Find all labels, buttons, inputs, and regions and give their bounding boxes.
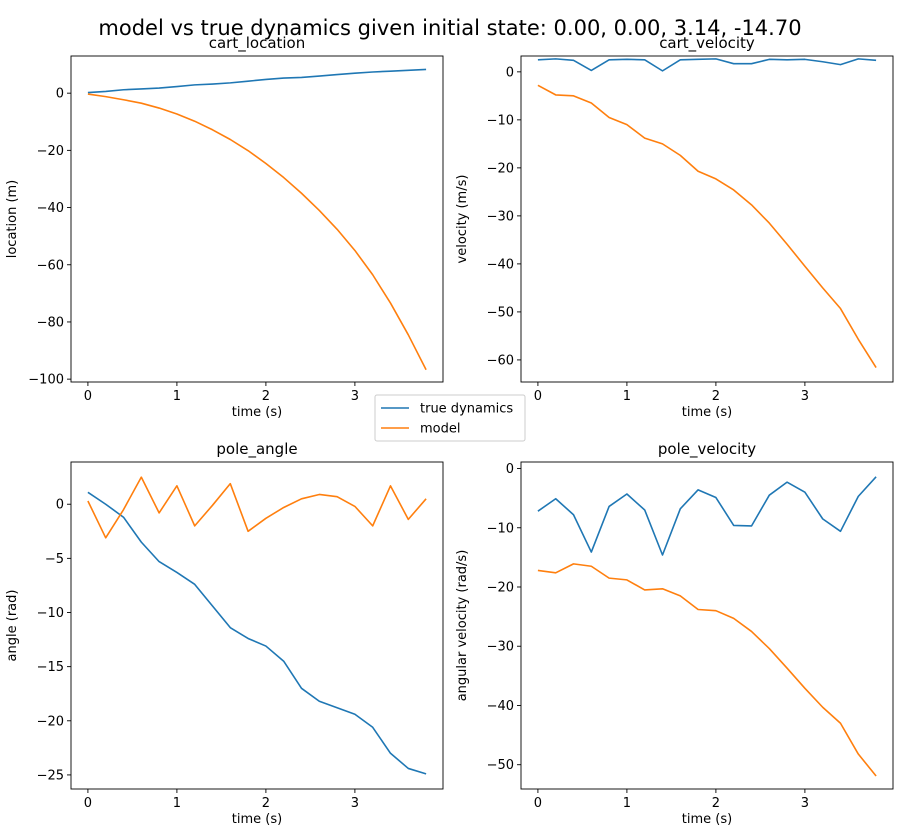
x-tick-label: 3 <box>351 796 359 811</box>
subplot-title: pole_velocity <box>658 440 756 459</box>
y-tick-label: −50 <box>487 758 514 773</box>
y-tick-label: −60 <box>487 353 514 368</box>
x-tick-label: 1 <box>173 389 181 404</box>
x-tick-label: 3 <box>801 796 809 811</box>
y-axis-label: angular velocity (rad/s) <box>455 550 470 702</box>
subplot-cart-velocity: 0 1 2 3 0 −10 −20 −30 −40 −50 −60 cart_velocitytime… <box>455 34 894 420</box>
series-line-model <box>537 563 877 777</box>
y-tick-label: −10 <box>487 521 514 536</box>
y-tick-label: −30 <box>487 640 514 655</box>
x-tick-label: 2 <box>262 796 270 811</box>
x-tick-label: 2 <box>262 389 270 404</box>
series-line-model <box>87 93 427 371</box>
x-tick-label: 0 <box>534 389 542 404</box>
series-line-true-dynamics <box>537 58 877 72</box>
y-axis-label: angle (rad) <box>5 590 20 662</box>
y-axis-label: velocity (m/s) <box>455 175 470 264</box>
x-axis-label: time (s) <box>682 812 732 827</box>
series-line-model <box>87 476 427 539</box>
series-line-true-dynamics <box>87 68 427 94</box>
y-tick-label: −15 <box>37 660 64 675</box>
y-tick-label: −50 <box>487 305 514 320</box>
axes-frame <box>520 461 894 790</box>
legend-box <box>374 394 526 442</box>
axes-frame <box>520 55 894 383</box>
x-tick-label: 2 <box>712 389 720 404</box>
y-tick-label: 0 <box>506 65 514 80</box>
subplot-title: cart_velocity <box>659 34 755 53</box>
y-tick-label: −20 <box>487 161 514 176</box>
y-tick-label: 0 <box>56 87 64 102</box>
y-tick-label: −40 <box>37 201 64 216</box>
series-line-model <box>537 84 877 369</box>
y-tick-label: −60 <box>37 258 64 273</box>
y-tick-label: −10 <box>37 606 64 621</box>
subplot-title: cart_location <box>209 34 306 53</box>
x-axis-label: time (s) <box>232 812 282 827</box>
y-tick-label: 0 <box>506 462 514 477</box>
y-tick-label: −80 <box>37 315 64 330</box>
legend-label: true dynamics <box>420 402 513 417</box>
subplot-title: pole_angle <box>216 440 297 459</box>
y-tick-label: −25 <box>37 768 64 783</box>
figure-title: model vs true dynamics given initial sta… <box>98 16 801 40</box>
y-tick-label: −100 <box>28 373 64 388</box>
y-tick-label: −20 <box>487 580 514 595</box>
y-tick-label: −10 <box>487 113 514 128</box>
legend: true dynamics model <box>374 394 526 442</box>
y-tick-label: −5 <box>45 552 64 567</box>
x-tick-label: 1 <box>173 796 181 811</box>
x-axis-label: time (s) <box>682 405 732 420</box>
x-tick-label: 0 <box>84 796 92 811</box>
y-tick-label: −40 <box>487 699 514 714</box>
x-tick-label: 0 <box>84 389 92 404</box>
x-tick-label: 1 <box>623 796 631 811</box>
x-tick-label: 1 <box>623 389 631 404</box>
axes-frame <box>70 55 444 383</box>
y-axis-label: location (m) <box>5 180 20 259</box>
x-tick-label: 0 <box>534 796 542 811</box>
series-line-true-dynamics <box>87 491 427 775</box>
y-tick-label: −20 <box>37 714 64 729</box>
y-tick-label: 0 <box>56 498 64 513</box>
axes-frame <box>70 461 444 790</box>
y-tick-label: −20 <box>37 144 64 159</box>
series-line-true-dynamics <box>537 476 877 556</box>
legend-label: model <box>420 422 460 437</box>
y-tick-label: −40 <box>487 257 514 272</box>
y-tick-label: −30 <box>487 209 514 224</box>
x-tick-label: 2 <box>712 796 720 811</box>
x-tick-label: 3 <box>801 389 809 404</box>
x-axis-label: time (s) <box>232 405 282 420</box>
x-tick-label: 3 <box>351 389 359 404</box>
